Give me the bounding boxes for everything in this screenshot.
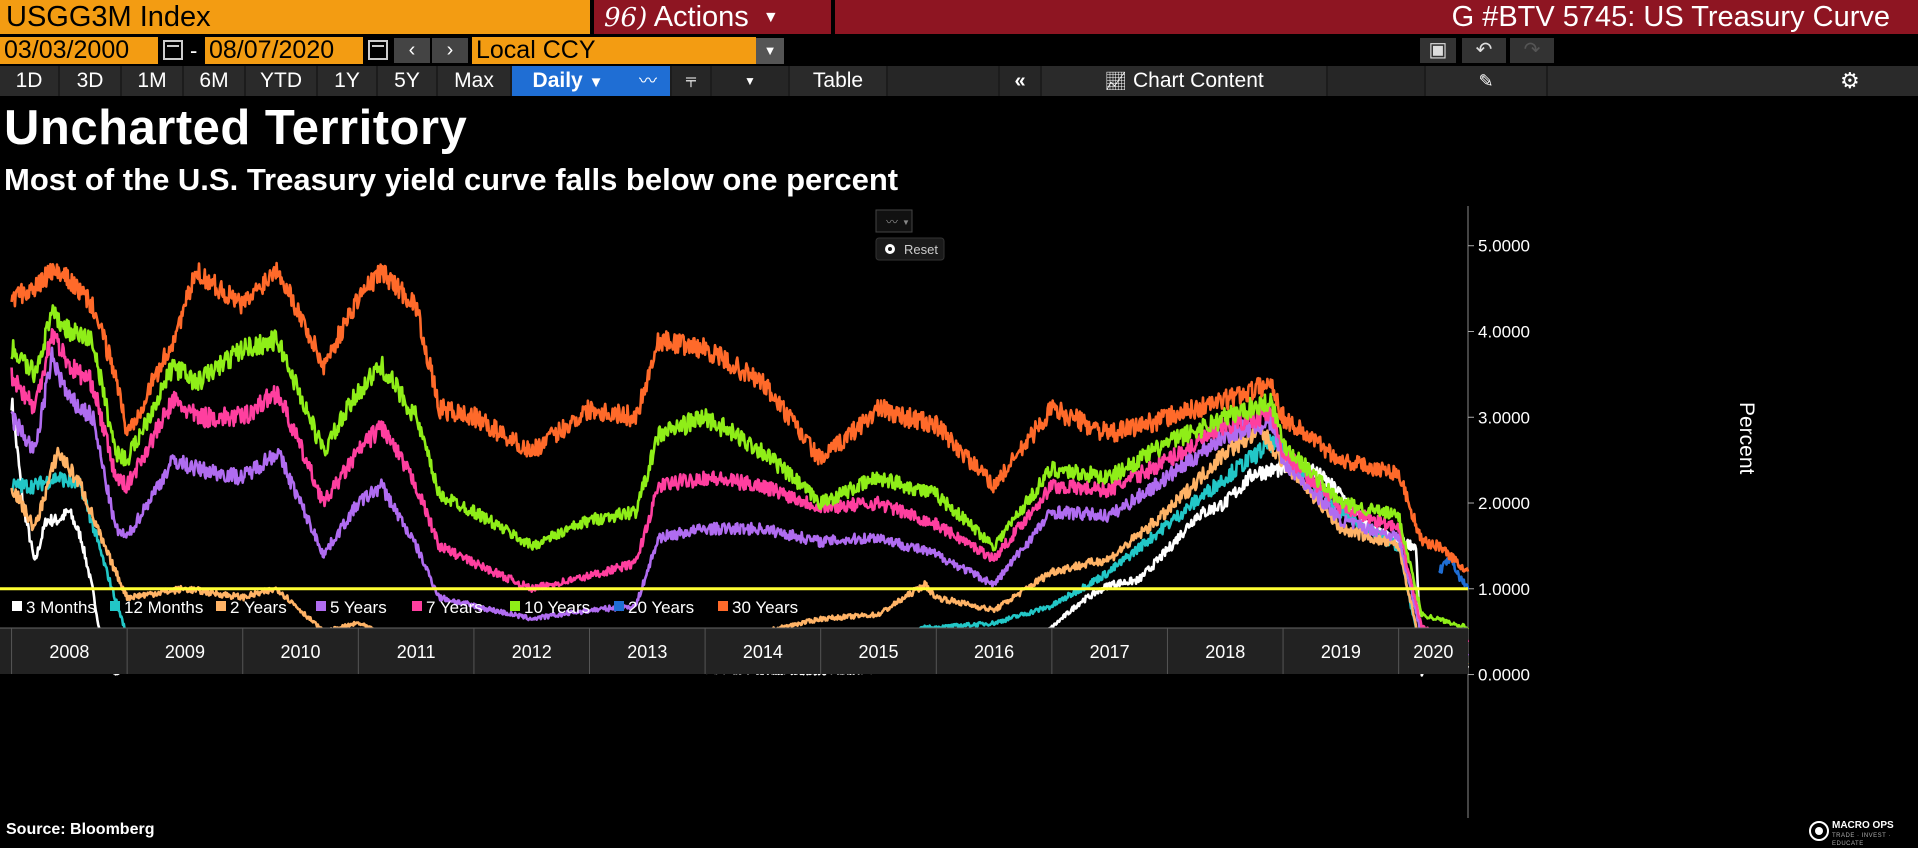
reset-label: Reset	[904, 242, 938, 257]
logo-subtext: TRADE · INVEST · EDUCATE	[1832, 833, 1891, 847]
legend-label: 3 Months	[26, 598, 96, 617]
legend-swatch	[216, 601, 226, 611]
undo-icon[interactable]: ↶	[1462, 38, 1506, 63]
x-tick-label: 2015	[858, 642, 898, 662]
y-tick-label: 0.0000	[1478, 666, 1530, 685]
chevron-down-icon: ▼	[902, 218, 910, 227]
chevron-down-icon[interactable]: ▼	[756, 38, 784, 64]
series-line-20-years	[1438, 554, 1470, 590]
previous-period-button[interactable]: ‹	[394, 38, 430, 63]
chart-content-button[interactable]: 📈︎ Chart Content	[1042, 66, 1326, 96]
bar-chart-icon[interactable]: ⫧	[672, 66, 710, 96]
x-tick-label: 2008	[49, 642, 89, 662]
legend-label: 5 Years	[330, 598, 387, 617]
presentation-icon[interactable]: ▣	[1420, 38, 1456, 63]
legend-label: 12 Months	[124, 598, 203, 617]
x-tick-label: 2012	[512, 642, 552, 662]
series-line-10-years	[10, 304, 1470, 630]
chevron-down-icon: ▼	[588, 74, 604, 91]
legend-swatch	[614, 601, 624, 611]
x-tick-label: 2010	[281, 642, 321, 662]
legend-label: 2 Years	[230, 598, 287, 617]
series-line-7-years	[10, 328, 1470, 644]
chart-type-mini-button[interactable]	[875, 209, 913, 233]
legend-label: 7 Years	[426, 598, 483, 617]
x-axis: 2008 2009 2010 2011 2012 2013 2014 2015 2016 2017…	[0, 627, 1468, 674]
x-tick-label: 2016	[974, 642, 1014, 662]
x-tick-label: 2018	[1205, 642, 1245, 662]
period-max-button[interactable]: Max	[438, 66, 510, 96]
period-1m-button[interactable]: 1M	[122, 66, 182, 96]
calendar-icon[interactable]	[368, 40, 388, 60]
toolbar-spacer	[888, 66, 998, 96]
period-1d-button[interactable]: 1D	[0, 66, 58, 96]
legend-label: 20 Years	[628, 598, 694, 617]
legend-swatch	[510, 601, 520, 611]
chart-content-icon: 📈︎	[1104, 71, 1128, 91]
ticker-field[interactable]: USGG3M Index	[0, 0, 590, 34]
y-axis: 0.0000 1.0000 2.0000 3.0000 4.0000 5.0000 Perc…	[1467, 206, 1758, 818]
chart-content-label: Chart Content	[1132, 69, 1264, 92]
legend: 3 Months 12 Months 2 Years 5 Years 7 Years 10…	[12, 598, 798, 617]
x-axis-band	[0, 628, 1468, 674]
line-chart-icon: 〰	[886, 215, 898, 229]
chevron-down-icon[interactable]: ▼	[712, 66, 788, 96]
redo-icon[interactable]: ↷	[1510, 38, 1554, 63]
period-5y-button[interactable]: 5Y	[378, 66, 436, 96]
table-button[interactable]: Table	[790, 66, 886, 96]
period-ytd-button[interactable]: YTD	[246, 66, 316, 96]
reset-button[interactable]	[875, 237, 945, 261]
x-tick-label: 2020	[1413, 642, 1453, 662]
calendar-icon[interactable]	[163, 40, 183, 60]
date-separator: -	[190, 38, 198, 63]
legend-swatch	[316, 601, 326, 611]
collapse-icon[interactable]: «	[1000, 66, 1040, 96]
x-tick-label: 2009	[165, 642, 205, 662]
legend-swatch	[718, 601, 728, 611]
legend-swatch	[12, 601, 22, 611]
chart-title: Uncharted Territory	[4, 101, 468, 155]
annotate-icon[interactable]: ✎	[1426, 66, 1546, 96]
y-tick-label: 3.0000	[1478, 408, 1530, 427]
chart-overlay-controls[interactable]: 〰 ▼ Reset	[875, 209, 945, 261]
legend-label: 10 Years	[524, 598, 590, 617]
next-period-button[interactable]: ›	[432, 38, 468, 63]
period-3d-button[interactable]: 3D	[60, 66, 120, 96]
chart-id-title: G #BTV 5745: US Treasury Curve	[835, 0, 1918, 34]
frequency-select[interactable]	[512, 66, 640, 96]
source-note: Source: Bloomberg	[6, 821, 155, 838]
x-tick-label: 2014	[743, 642, 783, 662]
toolbar-spacer	[1328, 66, 1424, 96]
y-tick-label: 1.0000	[1478, 580, 1530, 599]
chart-subtitle: Most of the U.S. Treasury yield curve fa…	[4, 162, 899, 197]
settings-gear-icon[interactable]: ⚙	[1548, 66, 1918, 96]
yield-chart[interactable]: 0.0000 1.0000 2.0000 3.0000 4.0000 5.0000 Perc…	[0, 206, 1918, 818]
actions-number: 96)	[604, 3, 648, 33]
period-1y-button[interactable]: 1Y	[318, 66, 376, 96]
y-axis-label: Percent	[1735, 402, 1758, 475]
start-date-field[interactable]: 03/03/2000	[0, 37, 158, 64]
actions-label: Actions	[653, 1, 749, 33]
end-date-field[interactable]: 08/07/2020	[205, 37, 363, 64]
legend-label: 30 Years	[732, 598, 798, 617]
legend-swatch	[110, 601, 120, 611]
series-line-30-years	[10, 261, 1470, 573]
x-tick-label: 2017	[1090, 642, 1130, 662]
y-tick-label: 5.0000	[1478, 237, 1530, 256]
currency-select[interactable]: Local CCY	[472, 37, 756, 64]
line-chart-icon[interactable]: 〰	[626, 66, 670, 96]
legend-swatch	[412, 601, 422, 611]
macro-ops-logo-icon	[1809, 821, 1829, 841]
y-tick-label: 4.0000	[1478, 322, 1530, 341]
series-line-5-years	[10, 346, 1470, 658]
x-tick-label: 2013	[627, 642, 667, 662]
chevron-down-icon: ▼	[762, 9, 779, 27]
actions-menu[interactable]: 96) Actions ▼	[594, 0, 831, 34]
x-tick-label: 2011	[397, 642, 436, 662]
logo-text: MACRO OPS	[1832, 820, 1894, 831]
y-tick-label: 2.0000	[1478, 494, 1530, 513]
x-tick-label: 2019	[1321, 642, 1361, 662]
frequency-select-label: Daily ▼	[532, 69, 604, 92]
period-6m-button[interactable]: 6M	[184, 66, 244, 96]
